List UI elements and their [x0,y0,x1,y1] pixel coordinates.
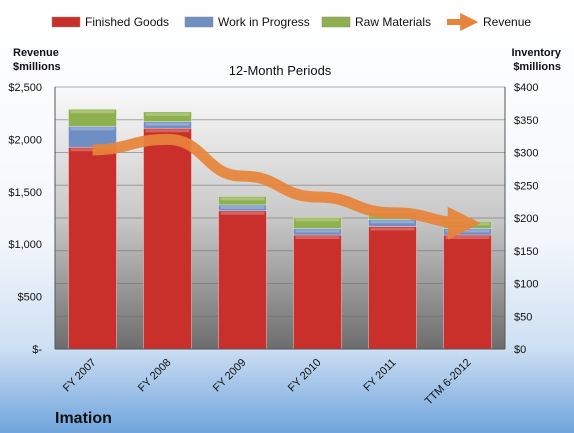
chart-subtitle: 12-Month Periods [229,63,332,78]
left-tick-label: $500 [18,292,42,304]
bar-highlight [445,236,490,240]
right-axis-label-line2: $millions [513,61,561,73]
right-tick-label: $0 [514,344,526,356]
revenue-line [92,133,481,240]
bar-highlight [220,197,265,201]
bars-group [68,108,492,350]
bar-finished-goods [293,234,342,350]
bar-finished-goods [143,127,192,350]
legend-label-finished-goods: Finished Goods [85,15,169,29]
bar-raw-materials [143,111,192,123]
left-axis-label-line1: Revenue [13,47,59,59]
gridlines [55,86,505,350]
right-axis-label-line1: Inventory [511,47,561,59]
right-tick-label: $200 [514,213,538,225]
right-tick-label: $50 [514,311,532,323]
legend-swatch-work-in-progress [184,16,214,28]
left-tick-label: $2,500 [8,82,42,94]
bar-highlight [70,110,115,114]
bar-highlight [145,112,190,116]
bar-highlight [145,129,190,133]
legend-label-raw-materials: Raw Materials [355,15,431,29]
legend-swatch-raw-materials [321,16,351,28]
right-tick-label: $400 [514,82,538,94]
bar-highlight [70,127,115,131]
legend-swatch-finished-goods [51,16,81,28]
bar-highlight [295,236,340,240]
left-tick-label: $1,000 [8,239,42,251]
right-tick-label: $150 [514,246,538,258]
right-tick-label: $350 [514,115,538,127]
bar-finished-goods [368,226,417,350]
chart-title: Imation [55,410,112,427]
left-tick-label: $- [32,344,42,356]
right-tick-label: $100 [514,279,538,291]
right-tick-label: $250 [514,180,538,192]
bar-raw-materials [68,108,117,127]
bar-highlight [220,211,265,215]
bar-finished-goods [68,146,117,350]
bar-highlight [220,205,265,209]
legend-label-revenue: Revenue [483,15,531,29]
right-tick-label: $300 [514,148,538,160]
bar-raw-materials [218,196,267,206]
left-tick-label: $1,500 [8,187,42,199]
bar-highlight [370,227,415,231]
bar-finished-goods [443,234,492,350]
bar-highlight [295,229,340,233]
bar-highlight [445,229,490,233]
left-tick-label: $2,000 [8,134,42,146]
bar-finished-goods [218,210,267,350]
bar-highlight [370,220,415,224]
bar-highlight [145,122,190,126]
left-axis-label-line2: $millions [13,61,61,73]
legend-label-work-in-progress: Work in Progress [218,15,310,29]
revenue-line-group [92,133,481,240]
bar-raw-materials [293,217,342,229]
bar-highlight [295,218,340,222]
legend: Finished Goods Work in Progress Raw Materi… [51,13,531,31]
